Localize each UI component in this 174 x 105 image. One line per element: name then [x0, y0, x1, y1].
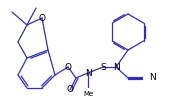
Text: N: N	[85, 68, 91, 77]
Text: S: S	[100, 62, 106, 72]
Text: O: O	[65, 62, 72, 72]
Text: O: O	[66, 85, 73, 94]
Text: Me: Me	[83, 91, 93, 97]
Text: N: N	[113, 62, 119, 72]
Text: N: N	[150, 74, 156, 83]
Text: O: O	[38, 14, 45, 22]
